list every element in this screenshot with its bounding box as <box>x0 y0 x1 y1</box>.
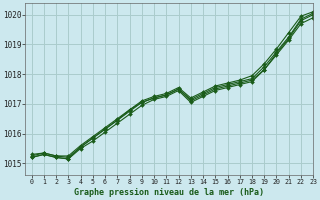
X-axis label: Graphe pression niveau de la mer (hPa): Graphe pression niveau de la mer (hPa) <box>74 188 264 197</box>
